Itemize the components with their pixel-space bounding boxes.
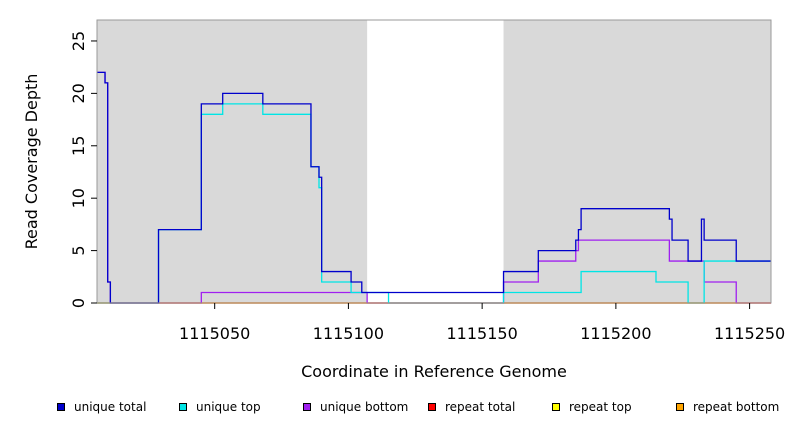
legend-swatch [303,403,311,411]
legend-swatch [552,403,560,411]
legend-label: repeat top [569,400,632,414]
legend-label: unique top [196,400,261,414]
series-line-unique-total [97,71,771,304]
shaded-regions [97,20,771,303]
x-tick-label: 1115200 [580,324,651,343]
legend-label: repeat bottom [693,400,780,414]
y-tick-label: 10 [69,188,88,208]
legend-item-unique-top: unique top [179,400,261,414]
shaded-region-1 [97,20,368,303]
legend-item-unique-bottom: unique bottom [303,400,408,414]
legend-item-repeat-total: repeat total [428,400,515,414]
legend-swatch [57,403,65,411]
legend-swatch [428,403,436,411]
y-tick-label: 20 [69,83,88,103]
legend-item-unique-total: unique total [57,400,146,414]
shaded-region-2 [503,20,771,303]
legend-item-repeat-bottom: repeat bottom [676,400,779,414]
legend-label: unique bottom [320,400,409,414]
legend: unique total unique top unique bottom repea… [0,400,792,420]
axes: 0 5 10 15 20 25 1115050 1115100 1115150 1115200 11… [69,31,785,343]
y-tick-label: 0 [69,298,88,308]
x-tick-label: 1115250 [714,324,785,343]
legend-label: unique total [74,400,147,414]
y-tick-label: 5 [69,245,88,255]
coverage-chart: 0 5 10 15 20 25 1115050 1115100 1115150 1115200 11… [22,19,785,381]
y-axis-label: Read Coverage Depth [22,74,41,250]
x-tick-label: 1115100 [313,324,384,343]
legend-item-repeat-top: repeat top [552,400,632,414]
x-axis-label: Coordinate in Reference Genome [301,362,567,381]
x-tick-label: 1115050 [179,324,250,343]
y-tick-label: 15 [69,136,88,156]
legend-label: repeat total [445,400,516,414]
x-tick-label: 1115150 [447,324,518,343]
y-tick-label: 25 [69,31,88,51]
legend-swatch [179,403,187,411]
plot-frame [96,19,772,304]
legend-swatch [676,403,684,411]
